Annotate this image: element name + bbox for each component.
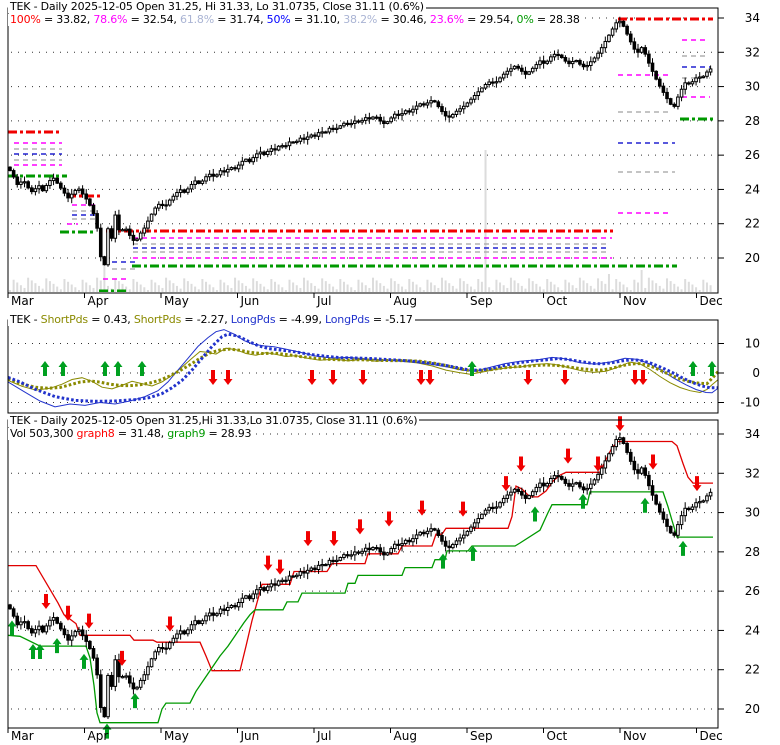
svg-text:Nov: Nov <box>623 294 646 308</box>
svg-text:22: 22 <box>745 217 760 231</box>
header-segment: LongPds <box>230 313 276 326</box>
header-segment: = 29.54, <box>463 13 517 26</box>
svg-text:Jul: Jul <box>316 729 331 743</box>
svg-text:Apr: Apr <box>88 729 109 743</box>
panel3-price-stops: 34 32 30 28 26 24 22 20 Mar Apr May Jun Jul Aug Sep Oct… <box>7 416 760 743</box>
panel2-curves <box>8 329 718 408</box>
svg-text:24: 24 <box>745 623 760 637</box>
svg-text:30: 30 <box>745 506 760 520</box>
svg-text:Mar: Mar <box>11 294 34 308</box>
panel3-header-ohlc: TEK - Daily 2025-12-05 Open 31.25,Hi 31.… <box>8 414 420 427</box>
panel3-signal-arrows <box>7 416 702 739</box>
header-segment: 23.6% <box>429 13 464 26</box>
svg-text:30: 30 <box>745 80 760 94</box>
panel3-month-axis: Mar Apr May Jun Jul Aug Sep Oct Nov Dec <box>7 728 723 743</box>
panel2-oscillator: 10 0 -10 <box>7 319 760 414</box>
header-segment: LongPds <box>325 313 370 326</box>
svg-text:Oct: Oct <box>547 294 568 308</box>
svg-text:22: 22 <box>745 663 760 677</box>
header-segment: ShortPds <box>40 313 88 326</box>
svg-text:34: 34 <box>745 427 760 441</box>
panel1-volume-bars <box>9 150 712 292</box>
header-segment: = 32.54, <box>127 13 181 26</box>
svg-text:Sep: Sep <box>470 729 493 743</box>
svg-text:Oct: Oct <box>547 729 568 743</box>
svg-text:Aug: Aug <box>394 729 417 743</box>
header-segment: = 31.10, <box>290 13 344 26</box>
svg-text:Mar: Mar <box>11 729 34 743</box>
panel1-candles <box>8 16 713 267</box>
svg-text:10: 10 <box>745 337 760 351</box>
svg-text:24: 24 <box>745 182 760 196</box>
header-segment: 38.2% <box>343 13 378 26</box>
header-segment: Vol 503,300 <box>10 427 77 440</box>
header-segment: = 28.38 <box>533 13 580 26</box>
svg-text:28: 28 <box>745 114 760 128</box>
header-segment: graph8 <box>76 427 115 440</box>
panel2-header: TEK - ShortPds = 0.43, ShortPds = -2.27,… <box>8 313 415 326</box>
panel1-border <box>7 7 719 294</box>
svg-text:-10: -10 <box>740 396 760 410</box>
header-segment: graph9 <box>167 427 206 440</box>
header-segment: 0% <box>516 13 534 26</box>
svg-text:34: 34 <box>745 11 760 25</box>
svg-text:Jun: Jun <box>240 294 260 308</box>
header-segment: 61.8% <box>180 13 214 26</box>
svg-text:20: 20 <box>745 702 760 716</box>
header-segment: TEK - <box>10 313 41 326</box>
panel1-price-fib: 34 32 30 28 26 24 22 20 Mar Apr May Jun Jul Aug Sep Oct… <box>7 7 760 308</box>
svg-text:Dec: Dec <box>700 729 723 743</box>
svg-text:26: 26 <box>745 584 760 598</box>
svg-text:26: 26 <box>745 148 760 162</box>
header-segment: = 28.93 <box>205 427 252 440</box>
svg-text:28: 28 <box>745 545 760 559</box>
svg-text:May: May <box>164 294 189 308</box>
panel1-price-labels: 34 32 30 28 26 24 22 20 <box>718 11 760 265</box>
svg-text:32: 32 <box>745 466 760 480</box>
header-segment: = -5.17 <box>369 313 413 326</box>
header-segment: = 31.74, <box>213 13 267 26</box>
svg-text:Apr: Apr <box>88 294 109 308</box>
panel3-price-labels: 34 32 30 28 26 24 22 20 <box>718 427 760 716</box>
svg-text:Dec: Dec <box>700 294 723 308</box>
panel2-signal-arrows <box>40 361 717 385</box>
header-segment: = 30.46, <box>377 13 430 26</box>
panel1-header-ohlc: TEK - Daily 2025-12-05 Open 31.25, Hi 31… <box>8 0 426 13</box>
header-segment: 50% <box>266 13 291 26</box>
svg-text:Nov: Nov <box>623 729 646 743</box>
header-segment: 100% <box>10 13 41 26</box>
svg-text:May: May <box>164 729 189 743</box>
svg-text:32: 32 <box>745 45 760 59</box>
svg-text:Jun: Jun <box>240 729 260 743</box>
svg-text:Sep: Sep <box>470 294 493 308</box>
panel1-fibonacci-lines <box>8 17 713 292</box>
header-segment: = -2.27, <box>181 313 231 326</box>
svg-text:Aug: Aug <box>394 294 417 308</box>
header-segment: = 31.48, <box>114 427 168 440</box>
svg-text:0: 0 <box>752 366 760 380</box>
header-segment: ShortPds <box>133 313 182 326</box>
header-segment: = 33.82, <box>40 13 94 26</box>
panel3-candles <box>8 432 713 719</box>
svg-text:Jul: Jul <box>316 294 331 308</box>
svg-text:20: 20 <box>745 251 760 265</box>
panel3-header-vol: Vol 503,300 graph8 = 31.48, graph9 = 28.… <box>8 427 254 440</box>
header-segment: = 0.43, <box>87 313 134 326</box>
panel2-value-labels: 10 0 -10 <box>718 337 760 410</box>
panel1-header-fib: 100% = 33.82, 78.6% = 32.54, 61.8% = 31.… <box>8 13 582 26</box>
header-segment: = -4.99, <box>275 313 326 326</box>
header-segment: 78.6% <box>93 13 128 26</box>
panel1-month-axis: Mar Apr May Jun Jul Aug Sep Oct Nov Dec <box>7 293 723 308</box>
